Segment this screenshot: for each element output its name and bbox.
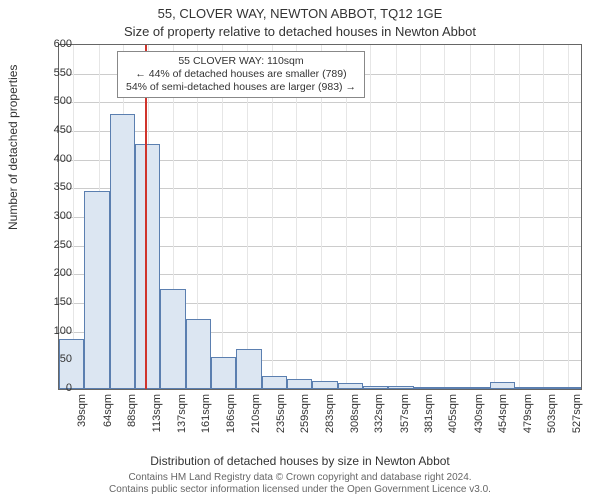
x-tick-label: 332sqm (373, 394, 385, 438)
footer-line1: Contains HM Land Registry data © Crown c… (0, 472, 600, 484)
y-tick-label: 150 (36, 296, 72, 308)
histogram-bar (338, 383, 363, 389)
gridline-v (420, 45, 421, 389)
gridline-v (396, 45, 397, 389)
histogram-bar (287, 379, 312, 389)
y-tick-label: 450 (36, 124, 72, 136)
x-tick-label: 64sqm (102, 394, 114, 438)
histogram-bar (363, 386, 388, 389)
histogram-bar (439, 387, 464, 389)
x-tick-label: 259sqm (299, 394, 311, 438)
x-tick-label: 210sqm (250, 394, 262, 438)
gridline-v (370, 45, 371, 389)
x-tick-label: 88sqm (126, 394, 138, 438)
histogram-bar (110, 114, 135, 389)
histogram-bar (515, 387, 540, 389)
histogram-bar (236, 349, 261, 389)
annotation-line3: 54% of semi-detached houses are larger (… (126, 81, 356, 94)
histogram-bar (414, 387, 439, 389)
footer-line2: Contains public sector information licen… (0, 484, 600, 496)
histogram-bar (388, 386, 413, 389)
chart-container: 55, CLOVER WAY, NEWTON ABBOT, TQ12 1GE S… (0, 0, 600, 500)
histogram-bar (464, 387, 489, 389)
y-tick-label: 550 (36, 67, 72, 79)
x-tick-label: 381sqm (423, 394, 435, 438)
y-axis-label: Number of detached properties (6, 65, 20, 230)
gridline-v (444, 45, 445, 389)
x-tick-label: 308sqm (349, 394, 361, 438)
histogram-bar (84, 191, 109, 389)
y-tick-label: 600 (36, 38, 72, 50)
y-tick-label: 250 (36, 239, 72, 251)
y-tick-label: 400 (36, 153, 72, 165)
gridline-v (519, 45, 520, 389)
x-tick-label: 137sqm (176, 394, 188, 438)
histogram-bar (490, 382, 515, 389)
x-tick-label: 430sqm (473, 394, 485, 438)
plot-area: 55 CLOVER WAY: 110sqm ← 44% of detached … (58, 44, 582, 390)
x-tick-label: 405sqm (447, 394, 459, 438)
x-tick-label: 283sqm (324, 394, 336, 438)
y-tick-label: 350 (36, 181, 72, 193)
x-tick-label: 113sqm (151, 394, 163, 438)
y-tick-label: 0 (36, 382, 72, 394)
gridline-v (568, 45, 569, 389)
gridline-v (543, 45, 544, 389)
histogram-bar (211, 357, 236, 389)
gridline-v (470, 45, 471, 389)
annotation-box: 55 CLOVER WAY: 110sqm ← 44% of detached … (117, 51, 365, 98)
x-tick-label: 454sqm (497, 394, 509, 438)
y-tick-label: 100 (36, 325, 72, 337)
x-axis-label: Distribution of detached houses by size … (0, 454, 600, 468)
x-tick-label: 357sqm (399, 394, 411, 438)
annotation-line1: 55 CLOVER WAY: 110sqm (126, 55, 356, 68)
gridline-v (494, 45, 495, 389)
footer: Contains HM Land Registry data © Crown c… (0, 472, 600, 496)
y-tick-label: 50 (36, 353, 72, 365)
x-tick-label: 186sqm (225, 394, 237, 438)
histogram-bar (262, 376, 287, 389)
x-tick-label: 39sqm (76, 394, 88, 438)
gridline-v (73, 45, 74, 389)
histogram-bar (186, 319, 211, 389)
annotation-line2: ← 44% of detached houses are smaller (78… (126, 68, 356, 81)
x-tick-label: 161sqm (200, 394, 212, 438)
y-tick-label: 200 (36, 267, 72, 279)
x-tick-label: 527sqm (571, 394, 583, 438)
histogram-bar (566, 387, 581, 389)
chart-title-sub: Size of property relative to detached ho… (0, 24, 600, 39)
x-tick-label: 235sqm (275, 394, 287, 438)
x-tick-label: 503sqm (546, 394, 558, 438)
chart-title-main: 55, CLOVER WAY, NEWTON ABBOT, TQ12 1GE (0, 6, 600, 21)
y-tick-label: 300 (36, 210, 72, 222)
histogram-bar (160, 289, 185, 389)
y-tick-label: 500 (36, 95, 72, 107)
histogram-bar (135, 144, 160, 389)
x-tick-label: 479sqm (522, 394, 534, 438)
histogram-bar (312, 381, 337, 389)
histogram-bar (540, 387, 565, 389)
